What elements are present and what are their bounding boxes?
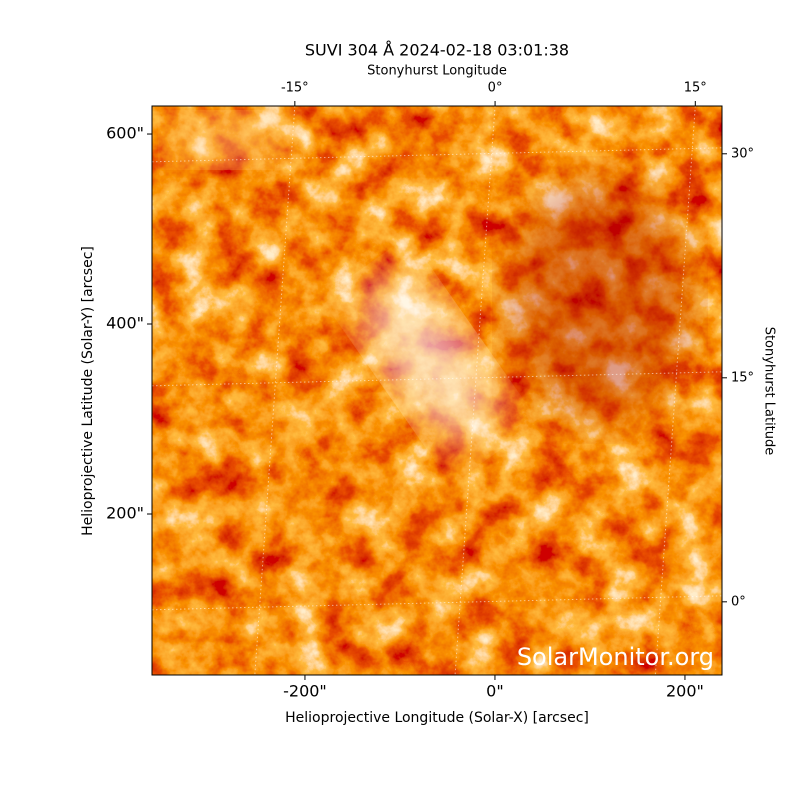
watermark: SolarMonitor.org <box>517 643 714 671</box>
x-tick-label: 200" <box>666 682 704 701</box>
grid-line <box>152 595 722 611</box>
grid-line <box>254 106 296 675</box>
y-axis-label: Helioprojective Latitude (Solar-Y) [arcs… <box>80 246 96 536</box>
plot-frame <box>151 105 723 676</box>
grid-line <box>152 147 722 163</box>
y2-tick-label: 30° <box>731 146 754 161</box>
x2-tick-label: -15° <box>281 81 309 96</box>
x2-tick-label: 0° <box>488 81 503 96</box>
y2-tick-label: 0° <box>731 594 746 609</box>
x-axis-label: Helioprojective Longitude (Solar-X) [arc… <box>285 710 589 726</box>
grid-line <box>152 371 722 387</box>
grid-line <box>654 106 696 675</box>
y-tick-label: 200" <box>106 503 144 522</box>
solar-image <box>152 106 722 675</box>
x2-axis-label: Stonyhurst Longitude <box>367 64 507 79</box>
y-tick-label: 600" <box>106 124 144 143</box>
y2-tick-label: 15° <box>731 370 754 385</box>
grid <box>152 106 722 675</box>
x2-tick-label: 15° <box>684 81 707 96</box>
x-tick-label: -200" <box>283 682 327 701</box>
x-tick-label: 0" <box>486 682 504 701</box>
y2-axis-label: Stonyhurst Latitude <box>762 327 777 456</box>
chart-title: SUVI 304 Å 2024-02-18 03:01:38 <box>305 41 569 60</box>
grid-line <box>454 106 496 675</box>
y-tick-label: 400" <box>106 314 144 333</box>
